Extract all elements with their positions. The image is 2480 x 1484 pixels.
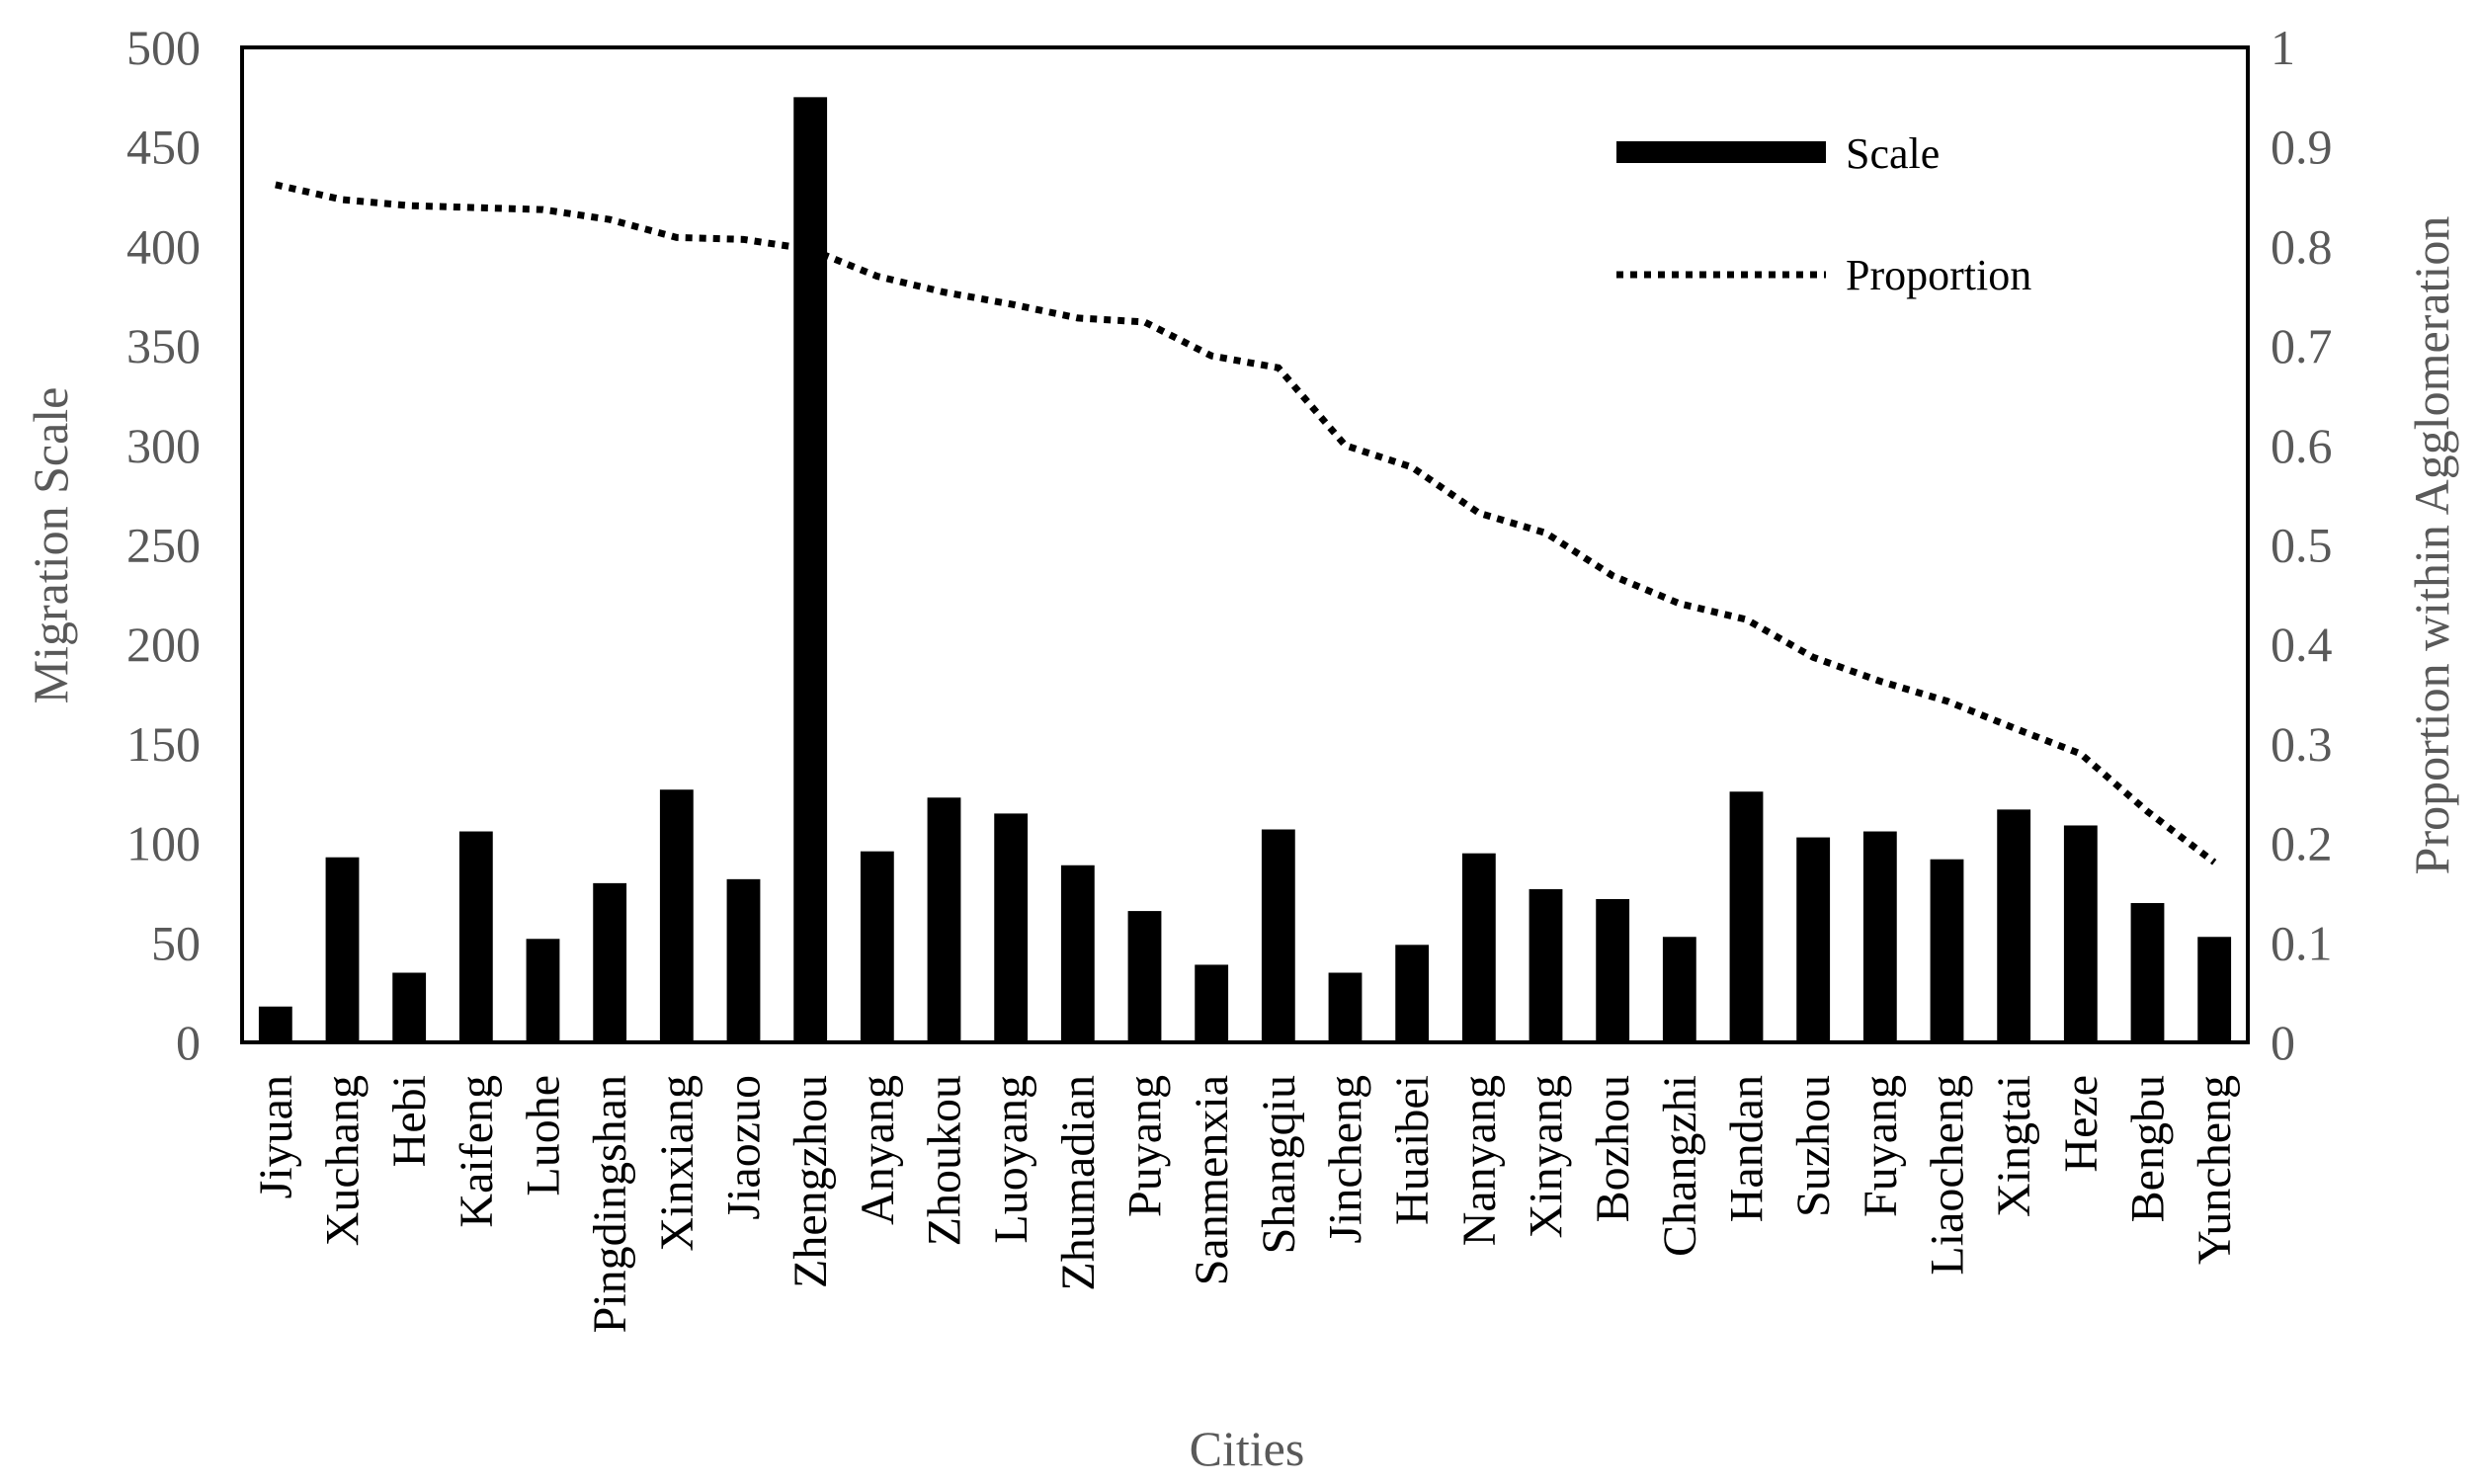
legend: Scale Proportion bbox=[1616, 129, 2031, 299]
x-axis-title: Cities bbox=[1190, 1421, 1305, 1476]
y2-tick-label: 0 bbox=[2271, 1015, 2295, 1070]
bar-zhengzhou bbox=[793, 97, 828, 1043]
x-tick-label-jincheng: Jincheng bbox=[1320, 1075, 1372, 1244]
y2-tick-label: 0.5 bbox=[2271, 518, 2333, 573]
x-tick-label-changzhi: Changzhi bbox=[1654, 1075, 1706, 1257]
legend-bar-swatch bbox=[1616, 141, 1826, 163]
bar-bengbu bbox=[2130, 903, 2165, 1042]
bar-handan bbox=[1729, 791, 1764, 1042]
y-tick-label: 100 bbox=[126, 816, 201, 871]
bar-heze bbox=[2063, 825, 2098, 1042]
x-tick-label-bengbu: Bengbu bbox=[2122, 1075, 2175, 1222]
x-tick-label-huaibei: Huaibei bbox=[1386, 1075, 1439, 1225]
x-tick-label-xinxiang: Xinxiang bbox=[651, 1075, 703, 1252]
bar-zhumadian bbox=[1060, 865, 1095, 1042]
bar-yuncheng bbox=[2197, 937, 2232, 1042]
y-axis-right-ticks: 0 0.1 0.2 0.3 0.4 0.5 0.6 0.7 0.8 0.9 1 bbox=[2271, 20, 2333, 1070]
y-axis-title: Migration Scale bbox=[23, 387, 78, 704]
x-tick-label-heze: Heze bbox=[2055, 1075, 2108, 1173]
bar-huaibei bbox=[1395, 945, 1430, 1042]
bar-jiaozuo bbox=[726, 878, 761, 1042]
x-tick-label-pingdingshan: Pingdingshan bbox=[584, 1075, 636, 1333]
y2-tick-label: 1 bbox=[2271, 20, 2295, 75]
x-tick-label-fuyang: Fuyang bbox=[1855, 1075, 1907, 1217]
bar-puyang bbox=[1127, 911, 1162, 1042]
legend-label-proportion: Proportion bbox=[1846, 251, 2031, 299]
y2-tick-label: 0.1 bbox=[2271, 915, 2333, 970]
x-tick-label-bozhou: Bozhou bbox=[1587, 1075, 1639, 1222]
y2-tick-label: 0.3 bbox=[2271, 716, 2333, 772]
bar-shangqiu bbox=[1261, 829, 1295, 1042]
bar-liaocheng bbox=[1930, 859, 1964, 1042]
bar-luohe bbox=[526, 939, 560, 1042]
y-tick-label: 150 bbox=[126, 716, 201, 772]
x-tick-label-liaocheng: Liaocheng bbox=[1922, 1075, 1974, 1276]
y-tick-label: 400 bbox=[126, 218, 201, 274]
y-axis-left-ticks: 0 50 100 150 200 250 300 350 400 450 500 bbox=[126, 20, 201, 1070]
x-tick-label-xuchang: Xuchang bbox=[317, 1075, 370, 1246]
x-tick-label-jiyuan: Jiyuan bbox=[250, 1075, 302, 1198]
y-tick-label: 300 bbox=[126, 418, 201, 473]
y2-tick-label: 0.2 bbox=[2271, 816, 2333, 871]
bar-luoyang bbox=[994, 813, 1029, 1042]
x-tick-label-puyang: Puyang bbox=[1119, 1075, 1172, 1217]
x-tick-label-hebi: Hebi bbox=[383, 1075, 436, 1167]
bar-changzhi bbox=[1662, 937, 1696, 1042]
bar-xuchang bbox=[325, 857, 360, 1042]
x-tick-label-handan: Handan bbox=[1721, 1075, 1774, 1222]
x-tick-label-luoyang: Luoyang bbox=[985, 1075, 1037, 1244]
bar-anyang bbox=[860, 851, 894, 1042]
x-tick-label-sanmenxia: Sanmenxia bbox=[1186, 1075, 1238, 1285]
plot-area-border bbox=[240, 45, 2250, 1044]
y2-tick-label: 0.8 bbox=[2271, 218, 2333, 274]
y2-tick-label: 0.7 bbox=[2271, 318, 2333, 373]
bar-suzhou bbox=[1796, 837, 1831, 1042]
y-tick-label: 250 bbox=[126, 518, 201, 573]
y-tick-label: 450 bbox=[126, 120, 201, 175]
x-tick-label-zhumadian: Zhumadian bbox=[1052, 1075, 1105, 1291]
x-tick-label-shangqiu: Shangqiu bbox=[1253, 1075, 1305, 1254]
y-tick-label: 0 bbox=[176, 1015, 201, 1070]
bar-sanmenxia bbox=[1195, 964, 1229, 1042]
x-tick-label-luohe: Luohe bbox=[518, 1075, 570, 1196]
bar-bozhou bbox=[1596, 898, 1630, 1042]
y2-tick-label: 0.4 bbox=[2271, 617, 2333, 672]
y2-axis-title: Proportion within Agglomeration bbox=[2404, 216, 2459, 875]
bar-nanyang bbox=[1461, 853, 1496, 1042]
y2-tick-label: 0.6 bbox=[2271, 418, 2333, 473]
legend-label-scale: Scale bbox=[1846, 129, 1940, 178]
x-tick-label-zhoukou: Zhoukou bbox=[919, 1075, 971, 1246]
bar-xinxiang bbox=[659, 789, 694, 1042]
bar-xinyang bbox=[1529, 888, 1563, 1042]
x-tick-label-anyang: Anyang bbox=[852, 1075, 904, 1225]
x-tick-label-xingtai: Xingtai bbox=[1988, 1075, 2040, 1217]
bar-xingtai bbox=[1997, 809, 2031, 1042]
y-tick-label: 200 bbox=[126, 617, 201, 672]
bar-jincheng bbox=[1328, 972, 1363, 1042]
x-tick-label-xinyang: Xinyang bbox=[1521, 1075, 1573, 1238]
y-tick-label: 50 bbox=[151, 915, 201, 970]
x-tick-label-nanyang: Nanyang bbox=[1453, 1075, 1506, 1246]
line-series-proportion bbox=[275, 181, 2217, 866]
x-tick-label-zhengzhou: Zhengzhou bbox=[785, 1075, 837, 1288]
y-tick-label: 350 bbox=[126, 318, 201, 373]
bar-fuyang bbox=[1862, 831, 1897, 1042]
x-tick-label-yuncheng: Yuncheng bbox=[2189, 1075, 2241, 1265]
y2-tick-label: 0.9 bbox=[2271, 120, 2333, 175]
x-tick-label-suzhou: Suzhou bbox=[1787, 1075, 1840, 1217]
bar-kaifeng bbox=[458, 831, 493, 1042]
bar-hebi bbox=[392, 972, 427, 1042]
bar-zhoukou bbox=[927, 797, 961, 1042]
bar-pingdingshan bbox=[593, 882, 627, 1042]
x-axis-category-labels: Jiyuan Xuchang Hebi Kaifeng Luohe Pingdingsha… bbox=[250, 1075, 2241, 1333]
bar-jiyuan bbox=[258, 1006, 292, 1042]
y-tick-label: 500 bbox=[126, 20, 201, 75]
x-tick-label-kaifeng: Kaifeng bbox=[451, 1075, 503, 1228]
x-tick-label-jiaozuo: Jiaozuo bbox=[718, 1075, 771, 1220]
bar-series-scale bbox=[258, 97, 2232, 1043]
